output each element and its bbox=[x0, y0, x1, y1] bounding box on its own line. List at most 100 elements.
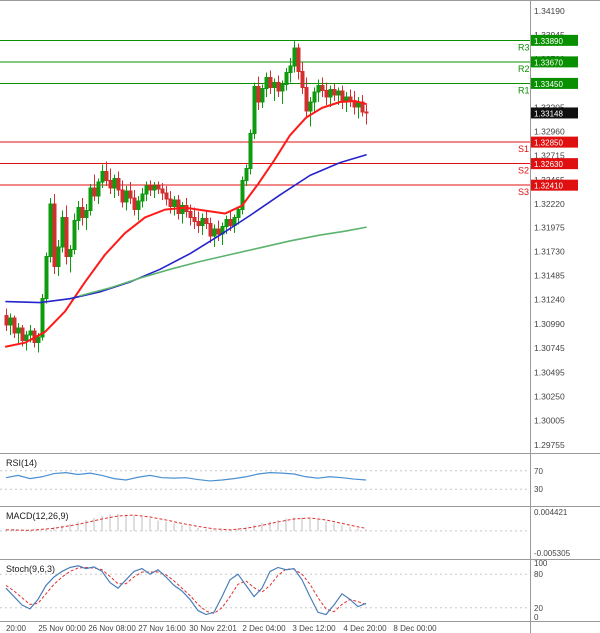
candle-body bbox=[4, 314, 9, 326]
ma-slow-green-line bbox=[79, 226, 367, 297]
candle-body bbox=[280, 83, 285, 92]
price-tick-label: 1.30745 bbox=[534, 343, 565, 353]
macd-indicator-label: MACD(12,26,9) bbox=[6, 511, 69, 521]
candle-body bbox=[276, 81, 281, 92]
candle-body bbox=[88, 187, 93, 212]
stoch-axis-label: 100 bbox=[534, 559, 548, 568]
candle-body bbox=[364, 111, 369, 114]
candle-body bbox=[244, 168, 249, 181]
current-price-box: 1.33148 bbox=[531, 107, 578, 119]
candle-body bbox=[76, 207, 81, 221]
price-tick-label: 1.31975 bbox=[534, 223, 565, 233]
resistance-label-r1: R1 bbox=[518, 85, 530, 95]
candle-body bbox=[208, 222, 213, 237]
candle-body bbox=[124, 190, 129, 203]
candle-body bbox=[312, 91, 317, 103]
candle-body bbox=[44, 256, 49, 300]
time-axis: 20:00 25 Nov 00:00 26 Nov 08:00 27 Nov 16:0… bbox=[6, 624, 437, 633]
candle-body bbox=[64, 216, 69, 258]
candle-body bbox=[52, 203, 57, 267]
candle-body bbox=[252, 85, 257, 134]
time-axis-label: 30 Nov 22:01 bbox=[189, 624, 237, 633]
time-axis-label: 2 Dec 04:00 bbox=[242, 624, 286, 633]
candle-body bbox=[256, 85, 261, 103]
candle-body bbox=[128, 190, 133, 199]
candle-body bbox=[320, 84, 325, 91]
candle-body bbox=[288, 65, 293, 74]
candle-body bbox=[16, 327, 21, 334]
candle-body bbox=[316, 84, 321, 93]
candle-body bbox=[212, 228, 217, 237]
stoch-panel: 100 80 200 bbox=[0, 559, 548, 622]
time-axis-label: 25 Nov 00:00 bbox=[38, 624, 86, 633]
candle-body bbox=[200, 217, 205, 226]
candle-body bbox=[84, 210, 89, 218]
price-box-text: 1.33450 bbox=[534, 80, 563, 89]
candle-body bbox=[108, 179, 113, 189]
support-label-s2: S2 bbox=[518, 166, 529, 176]
price-axis: 1.341901.339451.337001.334551.332051.329… bbox=[531, 6, 578, 450]
price-box-bg bbox=[531, 34, 578, 46]
price-tick-label: 1.30005 bbox=[534, 415, 565, 425]
candle-body bbox=[144, 185, 149, 195]
price-box-text: 1.32850 bbox=[534, 139, 563, 148]
price-box-text: 1.32410 bbox=[534, 182, 563, 191]
price-tick-label: 1.32220 bbox=[534, 199, 565, 209]
stoch-axis-label: 80 bbox=[534, 570, 543, 579]
candle-body bbox=[68, 249, 73, 258]
rsi-panel: 70 30 bbox=[0, 467, 543, 494]
candle-body bbox=[284, 72, 289, 85]
candle-body bbox=[156, 185, 161, 190]
rsi-level-label: 70 bbox=[534, 467, 543, 476]
time-axis-label: 26 Nov 08:00 bbox=[88, 624, 136, 633]
price-tick-label: 1.33205 bbox=[534, 102, 565, 112]
resistance-label-r2: R2 bbox=[518, 64, 530, 74]
candle-body bbox=[168, 198, 173, 208]
price-tick-label: 1.31730 bbox=[534, 247, 565, 257]
candle-body bbox=[268, 77, 273, 88]
candle-body bbox=[112, 177, 117, 189]
candle-body bbox=[48, 203, 53, 258]
candle-body bbox=[152, 185, 157, 191]
price-box-text: 1.32630 bbox=[534, 160, 563, 169]
price-tick-label: 1.32715 bbox=[534, 150, 565, 160]
candle-body bbox=[296, 47, 301, 73]
candle-body bbox=[56, 246, 61, 267]
price-tick-label: 1.30495 bbox=[534, 368, 565, 378]
price-tick-label: 1.32960 bbox=[534, 126, 565, 136]
candle-body bbox=[308, 101, 313, 112]
time-axis-label: 3 Dec 12:00 bbox=[292, 624, 336, 633]
time-axis-label: 20:00 bbox=[6, 624, 27, 633]
candle-body bbox=[164, 192, 169, 200]
candle-body bbox=[264, 77, 269, 89]
candle-body bbox=[96, 181, 101, 197]
time-axis-label: 27 Nov 16:00 bbox=[138, 624, 186, 633]
stoch-axis-label: 20 bbox=[534, 604, 543, 613]
candle-body bbox=[80, 207, 85, 218]
macd-min-label: -0.005305 bbox=[534, 549, 571, 558]
candle-body bbox=[324, 89, 329, 98]
price-box-bg bbox=[531, 56, 578, 68]
stoch-axis-label: 0 bbox=[534, 613, 539, 622]
price-box-bg bbox=[531, 158, 578, 170]
candle-body bbox=[12, 317, 17, 334]
candle-body bbox=[72, 219, 77, 251]
time-axis-label: 8 Dec 00:00 bbox=[393, 624, 437, 633]
stoch-indicator-label: Stoch(9,6,3) bbox=[6, 564, 56, 574]
candle-body bbox=[28, 330, 33, 336]
candle-body bbox=[248, 132, 253, 170]
support-label-s3: S3 bbox=[518, 187, 529, 197]
support-price-box-s1: 1.32850 bbox=[531, 136, 578, 148]
candle-body bbox=[188, 211, 193, 218]
candle-body bbox=[304, 86, 309, 112]
price-box-text: 1.33148 bbox=[534, 109, 563, 118]
rsi-line bbox=[5, 472, 367, 482]
macd-panel: 0.004421 -0.005305 bbox=[0, 508, 571, 558]
resistance-label-r3: R3 bbox=[518, 42, 530, 52]
price-tick-label: 1.31485 bbox=[534, 271, 565, 281]
support-price-box-s3: 1.32410 bbox=[531, 179, 578, 191]
candle-body bbox=[204, 217, 209, 224]
candle-body bbox=[180, 205, 185, 215]
candle-body bbox=[236, 209, 241, 218]
